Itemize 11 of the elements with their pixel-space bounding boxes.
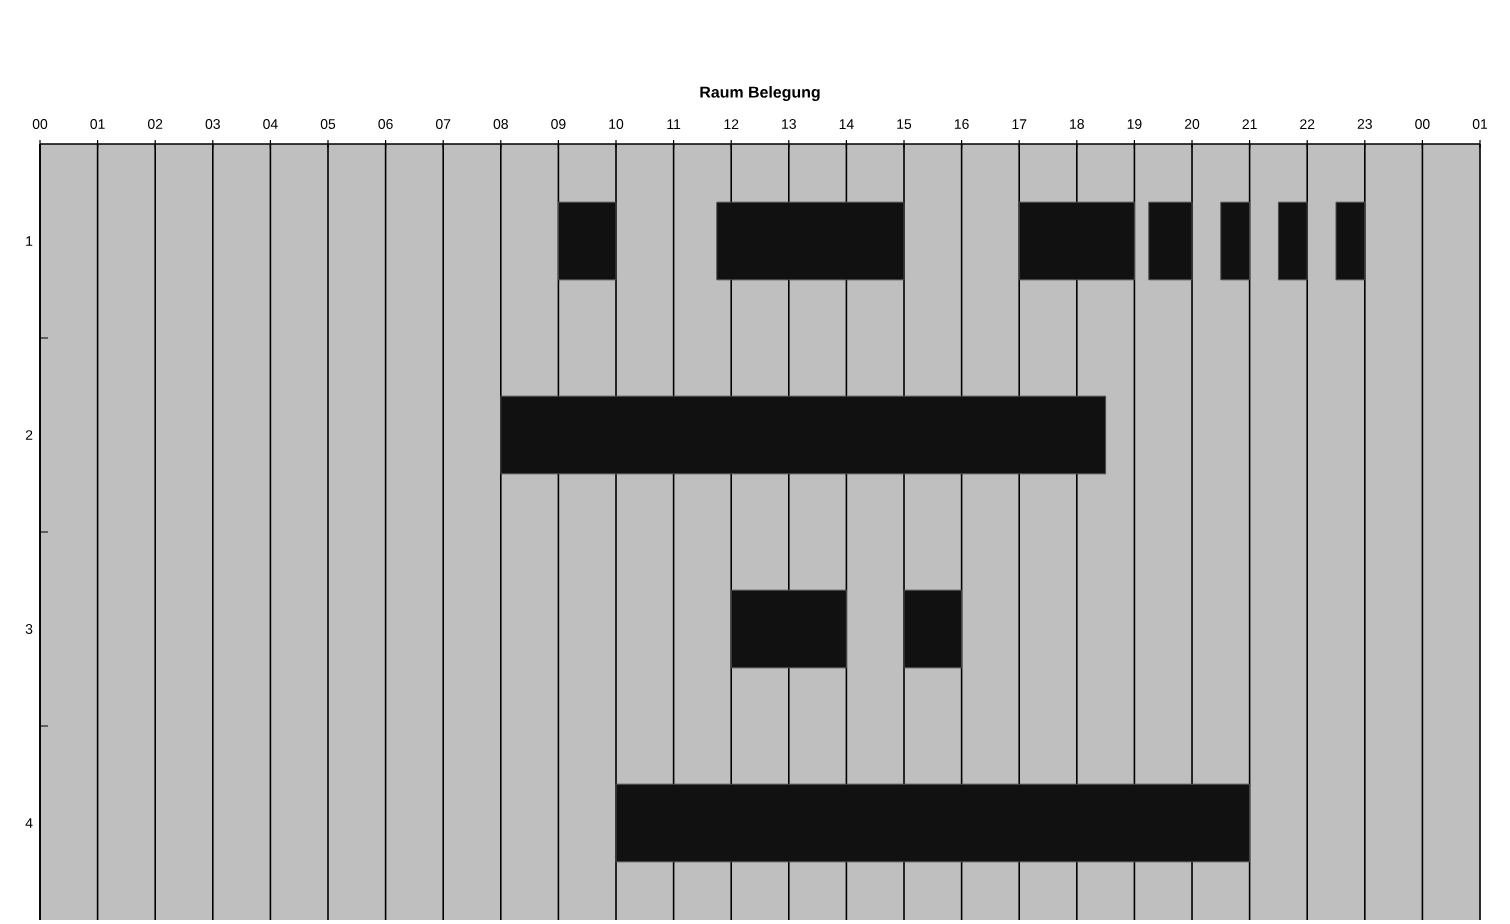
bar bbox=[1277, 201, 1308, 281]
bar bbox=[1148, 201, 1193, 281]
bar bbox=[716, 201, 905, 281]
bar bbox=[730, 589, 847, 669]
bar bbox=[1335, 201, 1366, 281]
bar bbox=[903, 589, 963, 669]
bar bbox=[557, 201, 617, 281]
bar bbox=[500, 395, 1107, 475]
bar bbox=[615, 783, 1251, 863]
bar bbox=[1220, 201, 1251, 281]
bar bbox=[1018, 201, 1135, 281]
